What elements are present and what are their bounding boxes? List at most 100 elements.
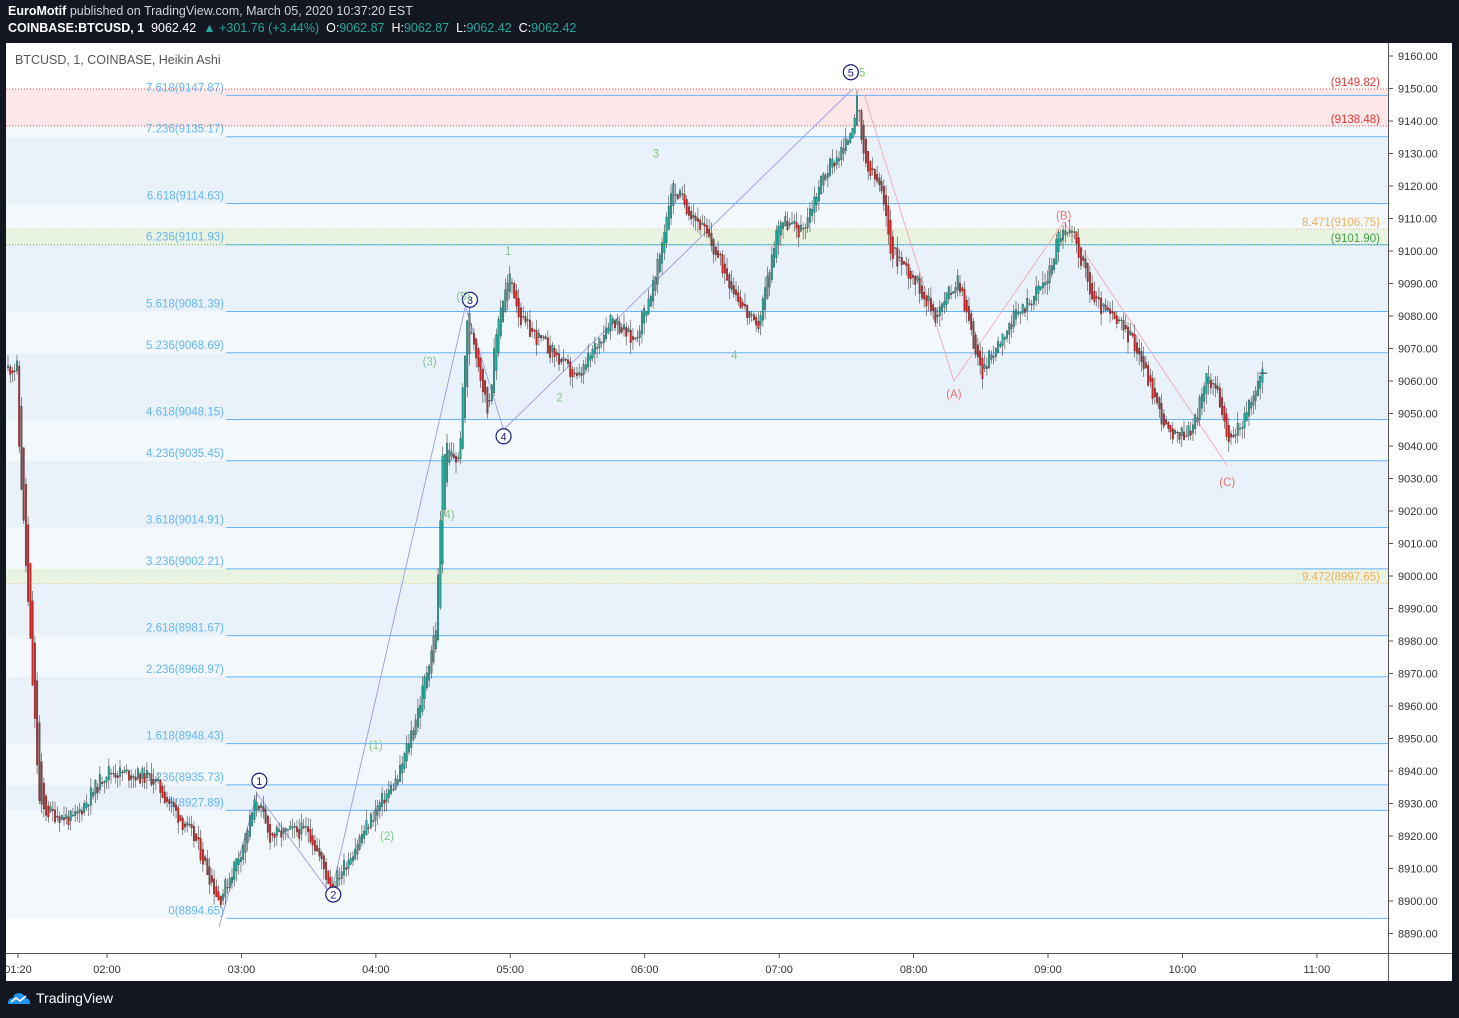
candle-body (1039, 286, 1042, 290)
candle-body (880, 181, 883, 192)
candle-body (1064, 230, 1067, 236)
price-tick-label: 9150.00 (1398, 84, 1438, 96)
candle-body (242, 845, 245, 860)
chart-panel[interactable]: 0(8894.65) 1(8927.89) 1.236(8935.73) 1.618(… (4, 43, 1452, 981)
candle-body (443, 454, 446, 511)
candle-body (338, 878, 341, 880)
candle-body (591, 349, 594, 359)
wave-label: (1) (369, 740, 383, 752)
candle-body (1216, 385, 1219, 390)
candle-body (1003, 336, 1006, 340)
chart-title: BTCUSD, 1, COINBASE, Heikin Ashi (15, 53, 221, 67)
fib-label: 5.236(9068.69) (146, 340, 224, 352)
fib-label: 1(8927.89) (168, 797, 224, 809)
candle-body (1230, 433, 1232, 438)
candle-body (1037, 285, 1040, 294)
candle-body (105, 776, 108, 783)
candle-body (679, 190, 681, 197)
candle-body (345, 867, 348, 870)
price-chart[interactable]: 0(8894.65) 1(8927.89) 1.236(8935.73) 1.618(… (4, 43, 1452, 981)
candle-body (1234, 434, 1237, 437)
candle-body (65, 814, 68, 819)
candle-body (699, 219, 702, 230)
candle-body (667, 206, 670, 230)
publish-header: EuroMotif published on TradingView.com, … (0, 0, 1459, 43)
fib-label: 7.618(9147.87) (146, 82, 224, 94)
low-label: L: (456, 21, 467, 35)
price-tick-label: 9120.00 (1398, 181, 1438, 193)
candle-body (804, 227, 807, 229)
candle-body (768, 272, 771, 288)
candle-body (428, 666, 431, 681)
candle-body (907, 263, 910, 279)
candle-body (649, 296, 652, 307)
candle-body (1057, 232, 1060, 252)
candle-body (1149, 375, 1152, 382)
candle-body (1160, 403, 1163, 425)
candle-body (1214, 383, 1217, 389)
candle-body (197, 837, 200, 840)
candle-body (1115, 315, 1118, 324)
candle-body (179, 815, 182, 821)
candle-body (647, 298, 650, 314)
fib-label: 4.236(9035.45) (146, 448, 224, 460)
candle-body (1158, 397, 1161, 410)
candle-body (7, 365, 9, 369)
tradingview-logo[interactable]: TradingView (6, 990, 113, 1006)
candle-body (943, 301, 946, 308)
candle-body (838, 158, 840, 162)
candle-body (1209, 380, 1212, 389)
candle-body (300, 822, 303, 835)
time-tick-label: 04:00 (362, 964, 390, 976)
candle-body (992, 355, 995, 358)
candle-body (1073, 231, 1076, 233)
candle-body (549, 345, 552, 358)
candle-body (1243, 413, 1246, 429)
candle-body (1082, 256, 1085, 261)
candle-body (1026, 298, 1029, 311)
candle-body (385, 793, 388, 802)
symbol-name[interactable]: COINBASE:BTCUSD, 1 (8, 21, 145, 35)
candle-body (692, 214, 695, 218)
candle-body (87, 804, 90, 807)
candle-body (1024, 308, 1026, 313)
candle-body (537, 332, 540, 338)
candle-body (112, 773, 115, 775)
candle-body (1111, 311, 1114, 314)
candle-body (367, 827, 370, 829)
candle-body (629, 330, 632, 343)
author-name[interactable]: EuroMotif (8, 4, 67, 18)
candle-body (849, 133, 852, 143)
candle-body (175, 804, 177, 811)
candle-body (826, 173, 829, 178)
candle-body (58, 816, 61, 823)
candle-body (952, 291, 955, 294)
candle-body (381, 793, 384, 807)
candle-body (316, 845, 319, 852)
candle-body (452, 453, 455, 459)
candle-body (573, 372, 576, 374)
wave-label: 4 (731, 350, 738, 362)
candle-body (1068, 229, 1071, 233)
candle-body (777, 226, 780, 245)
candle-body (412, 730, 415, 740)
candle-body (13, 370, 16, 372)
candle-body (920, 285, 923, 299)
candle-body (593, 343, 596, 354)
candle-body (1080, 247, 1082, 266)
candle-body (867, 151, 870, 172)
candle-body (923, 291, 926, 300)
candle-body (1200, 393, 1203, 409)
candle-body (618, 321, 621, 334)
candle-body (309, 829, 312, 842)
candle-body (1032, 296, 1035, 305)
candle-body (710, 232, 713, 246)
candle-body (905, 262, 908, 266)
candle-body (1187, 425, 1190, 437)
candle-body (544, 336, 547, 339)
candle-body (159, 779, 162, 793)
candle-body (584, 364, 587, 370)
candle-body (1236, 422, 1239, 436)
fib-zone (6, 743, 1388, 785)
candle-body (945, 292, 948, 305)
